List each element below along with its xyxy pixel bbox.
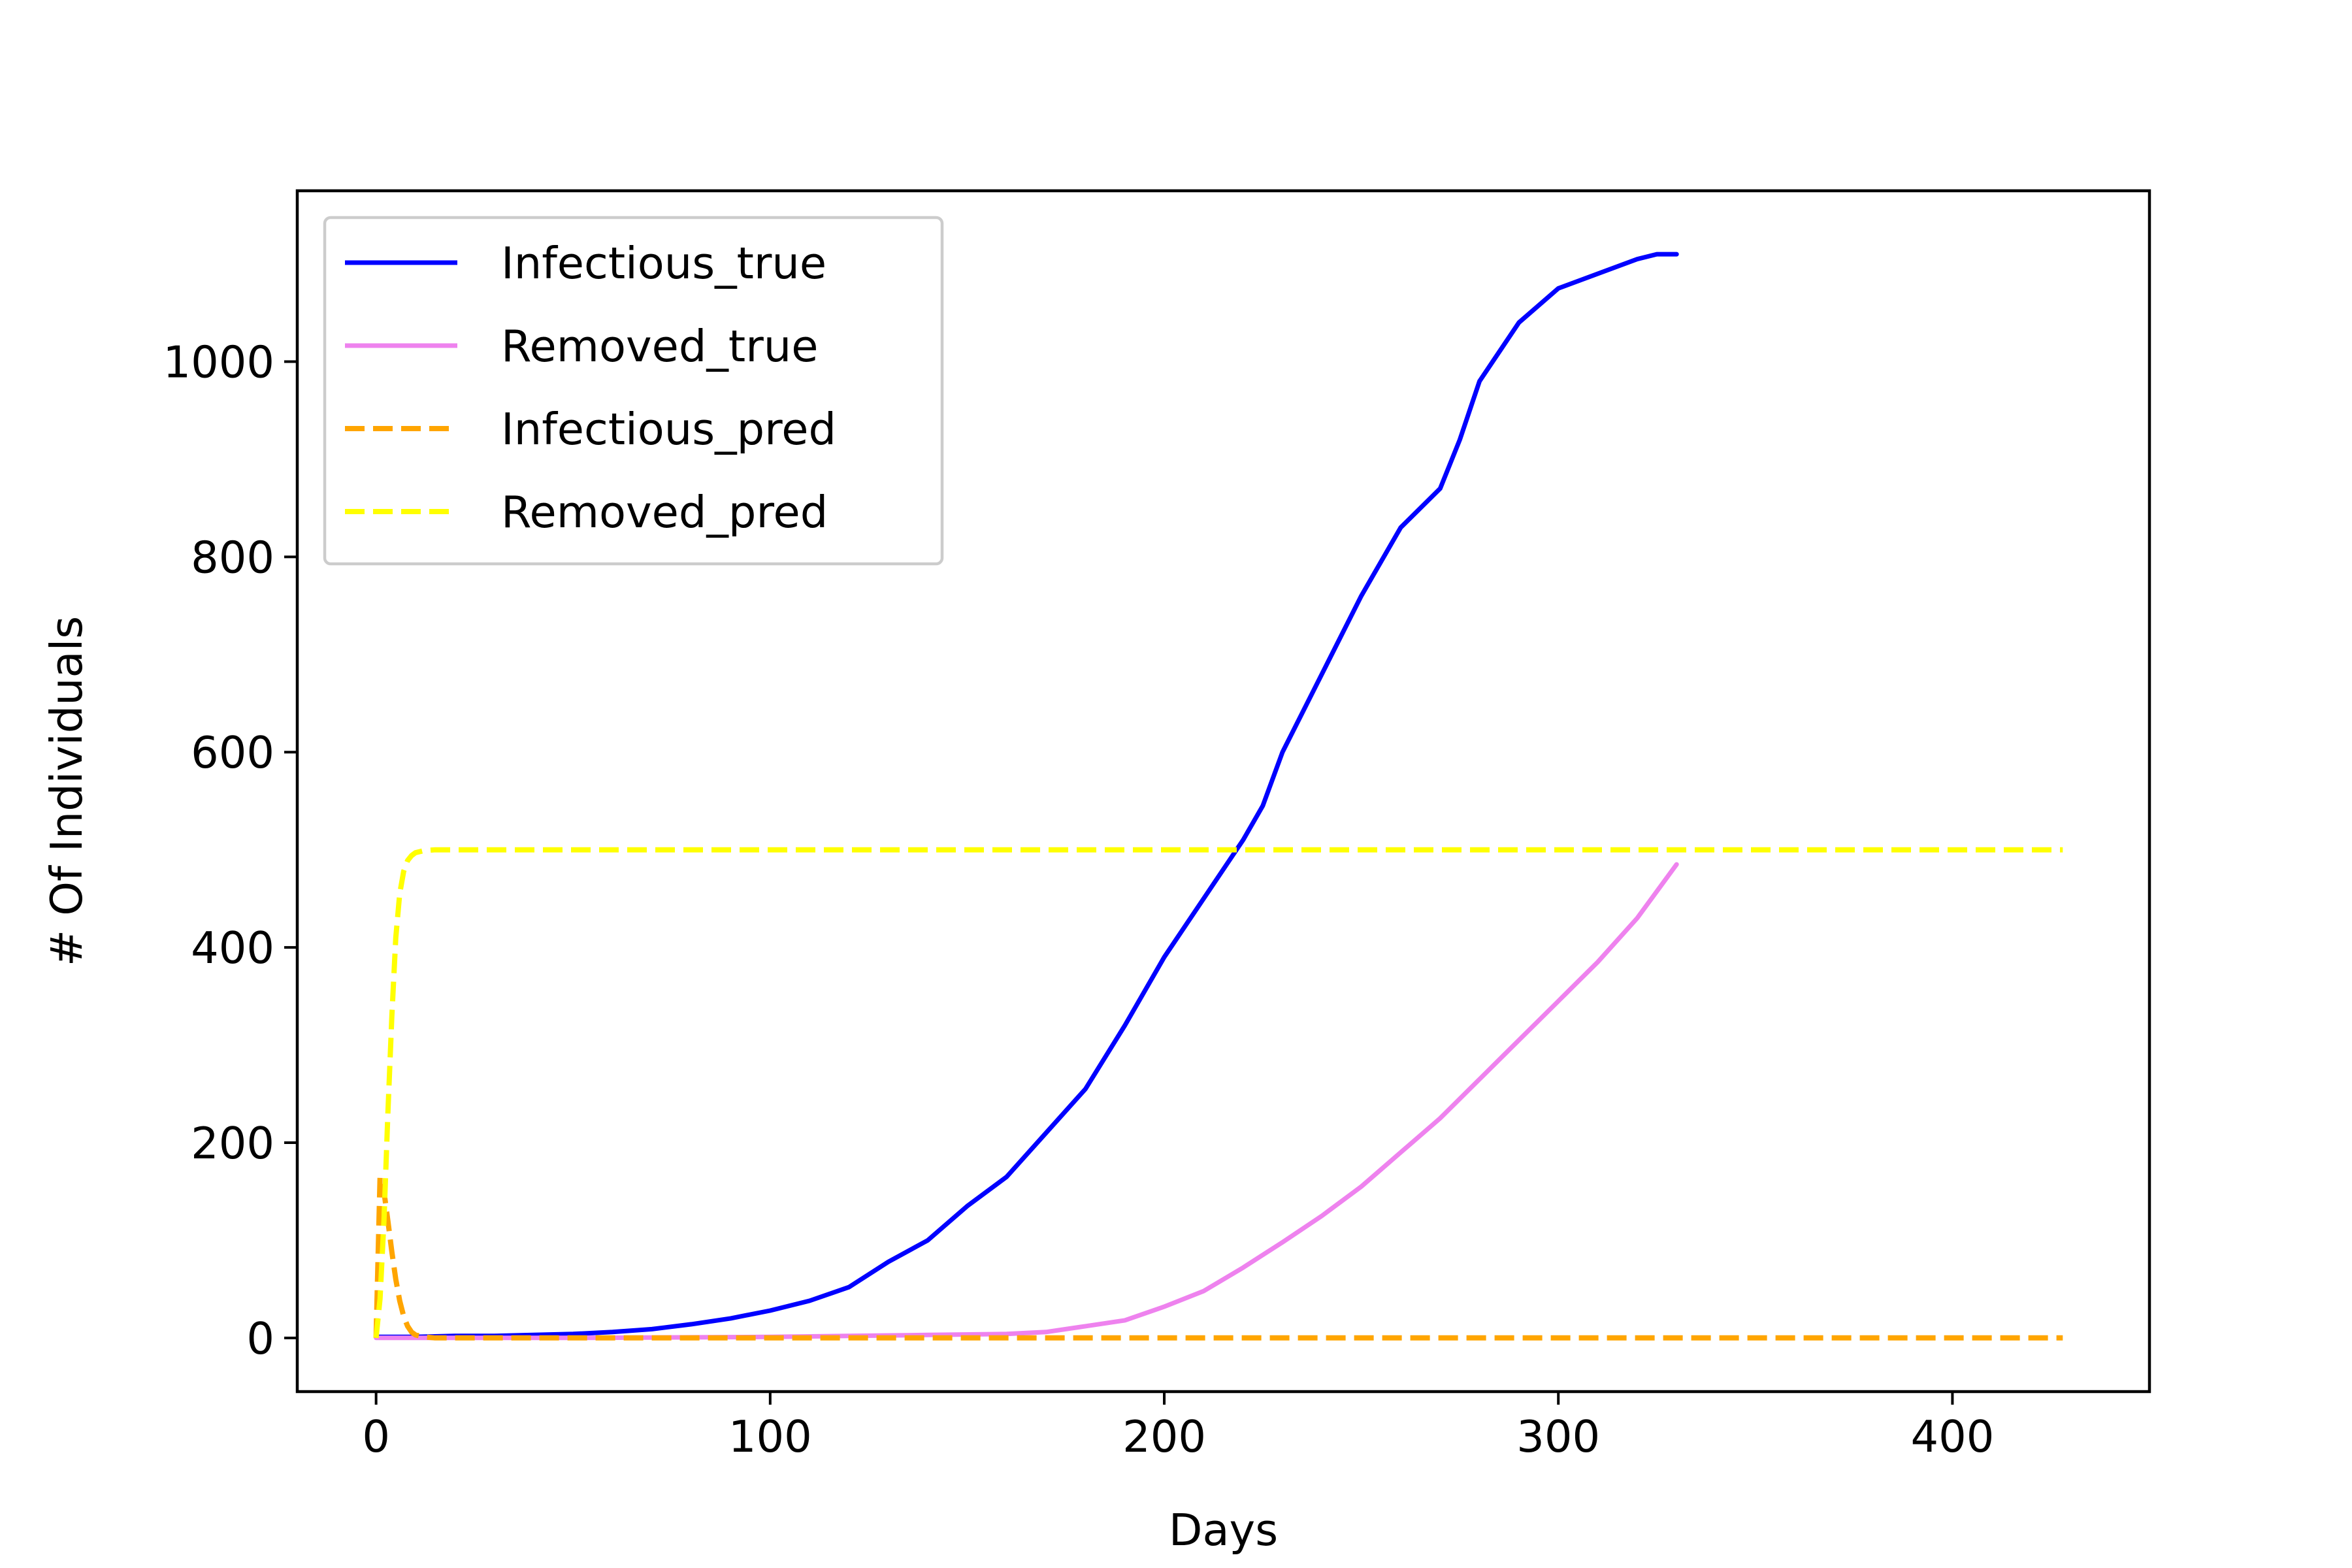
series-line-infectious-pred [373, 1174, 2063, 1341]
x-tick-label: 100 [728, 1411, 812, 1462]
series-line-removed-true [374, 862, 1679, 1341]
x-tick-label: 0 [362, 1411, 390, 1462]
legend-box [323, 216, 944, 566]
y-tick-label: 400 [191, 923, 274, 973]
legend-label: Removed_pred [501, 487, 828, 538]
legend-label: Removed_true [501, 321, 818, 372]
x-tick-label: 400 [1910, 1411, 1994, 1462]
y-axis-label: # Of Individuals [41, 616, 92, 966]
y-tick-label: 200 [191, 1118, 274, 1169]
series-layer [373, 252, 2063, 1341]
legend: Infectious_true Removed_true Infectious_pr… [323, 216, 944, 566]
x-tick-label: 300 [1516, 1411, 1600, 1462]
x-axis-label: Days [1169, 1505, 1278, 1556]
x-tick-label: 200 [1122, 1411, 1206, 1462]
legend-label: Infectious_true [501, 238, 826, 289]
y-tick-label: 600 [191, 727, 274, 778]
legend-label: Infectious_pred [501, 404, 836, 455]
y-tick-label: 800 [191, 532, 274, 583]
y-tick-label: 0 [246, 1313, 274, 1364]
y-tick-label: 1000 [163, 337, 274, 388]
series-line-removed-pred [373, 847, 2063, 1339]
axes-layer [295, 189, 2151, 1394]
series-line-infectious-true [374, 252, 1679, 1339]
y-ticks: 0 200 400 600 800 1000 [163, 337, 297, 1364]
x-ticks: 0 100 200 300 400 [362, 1392, 1994, 1462]
axes-frame [295, 189, 2151, 1394]
